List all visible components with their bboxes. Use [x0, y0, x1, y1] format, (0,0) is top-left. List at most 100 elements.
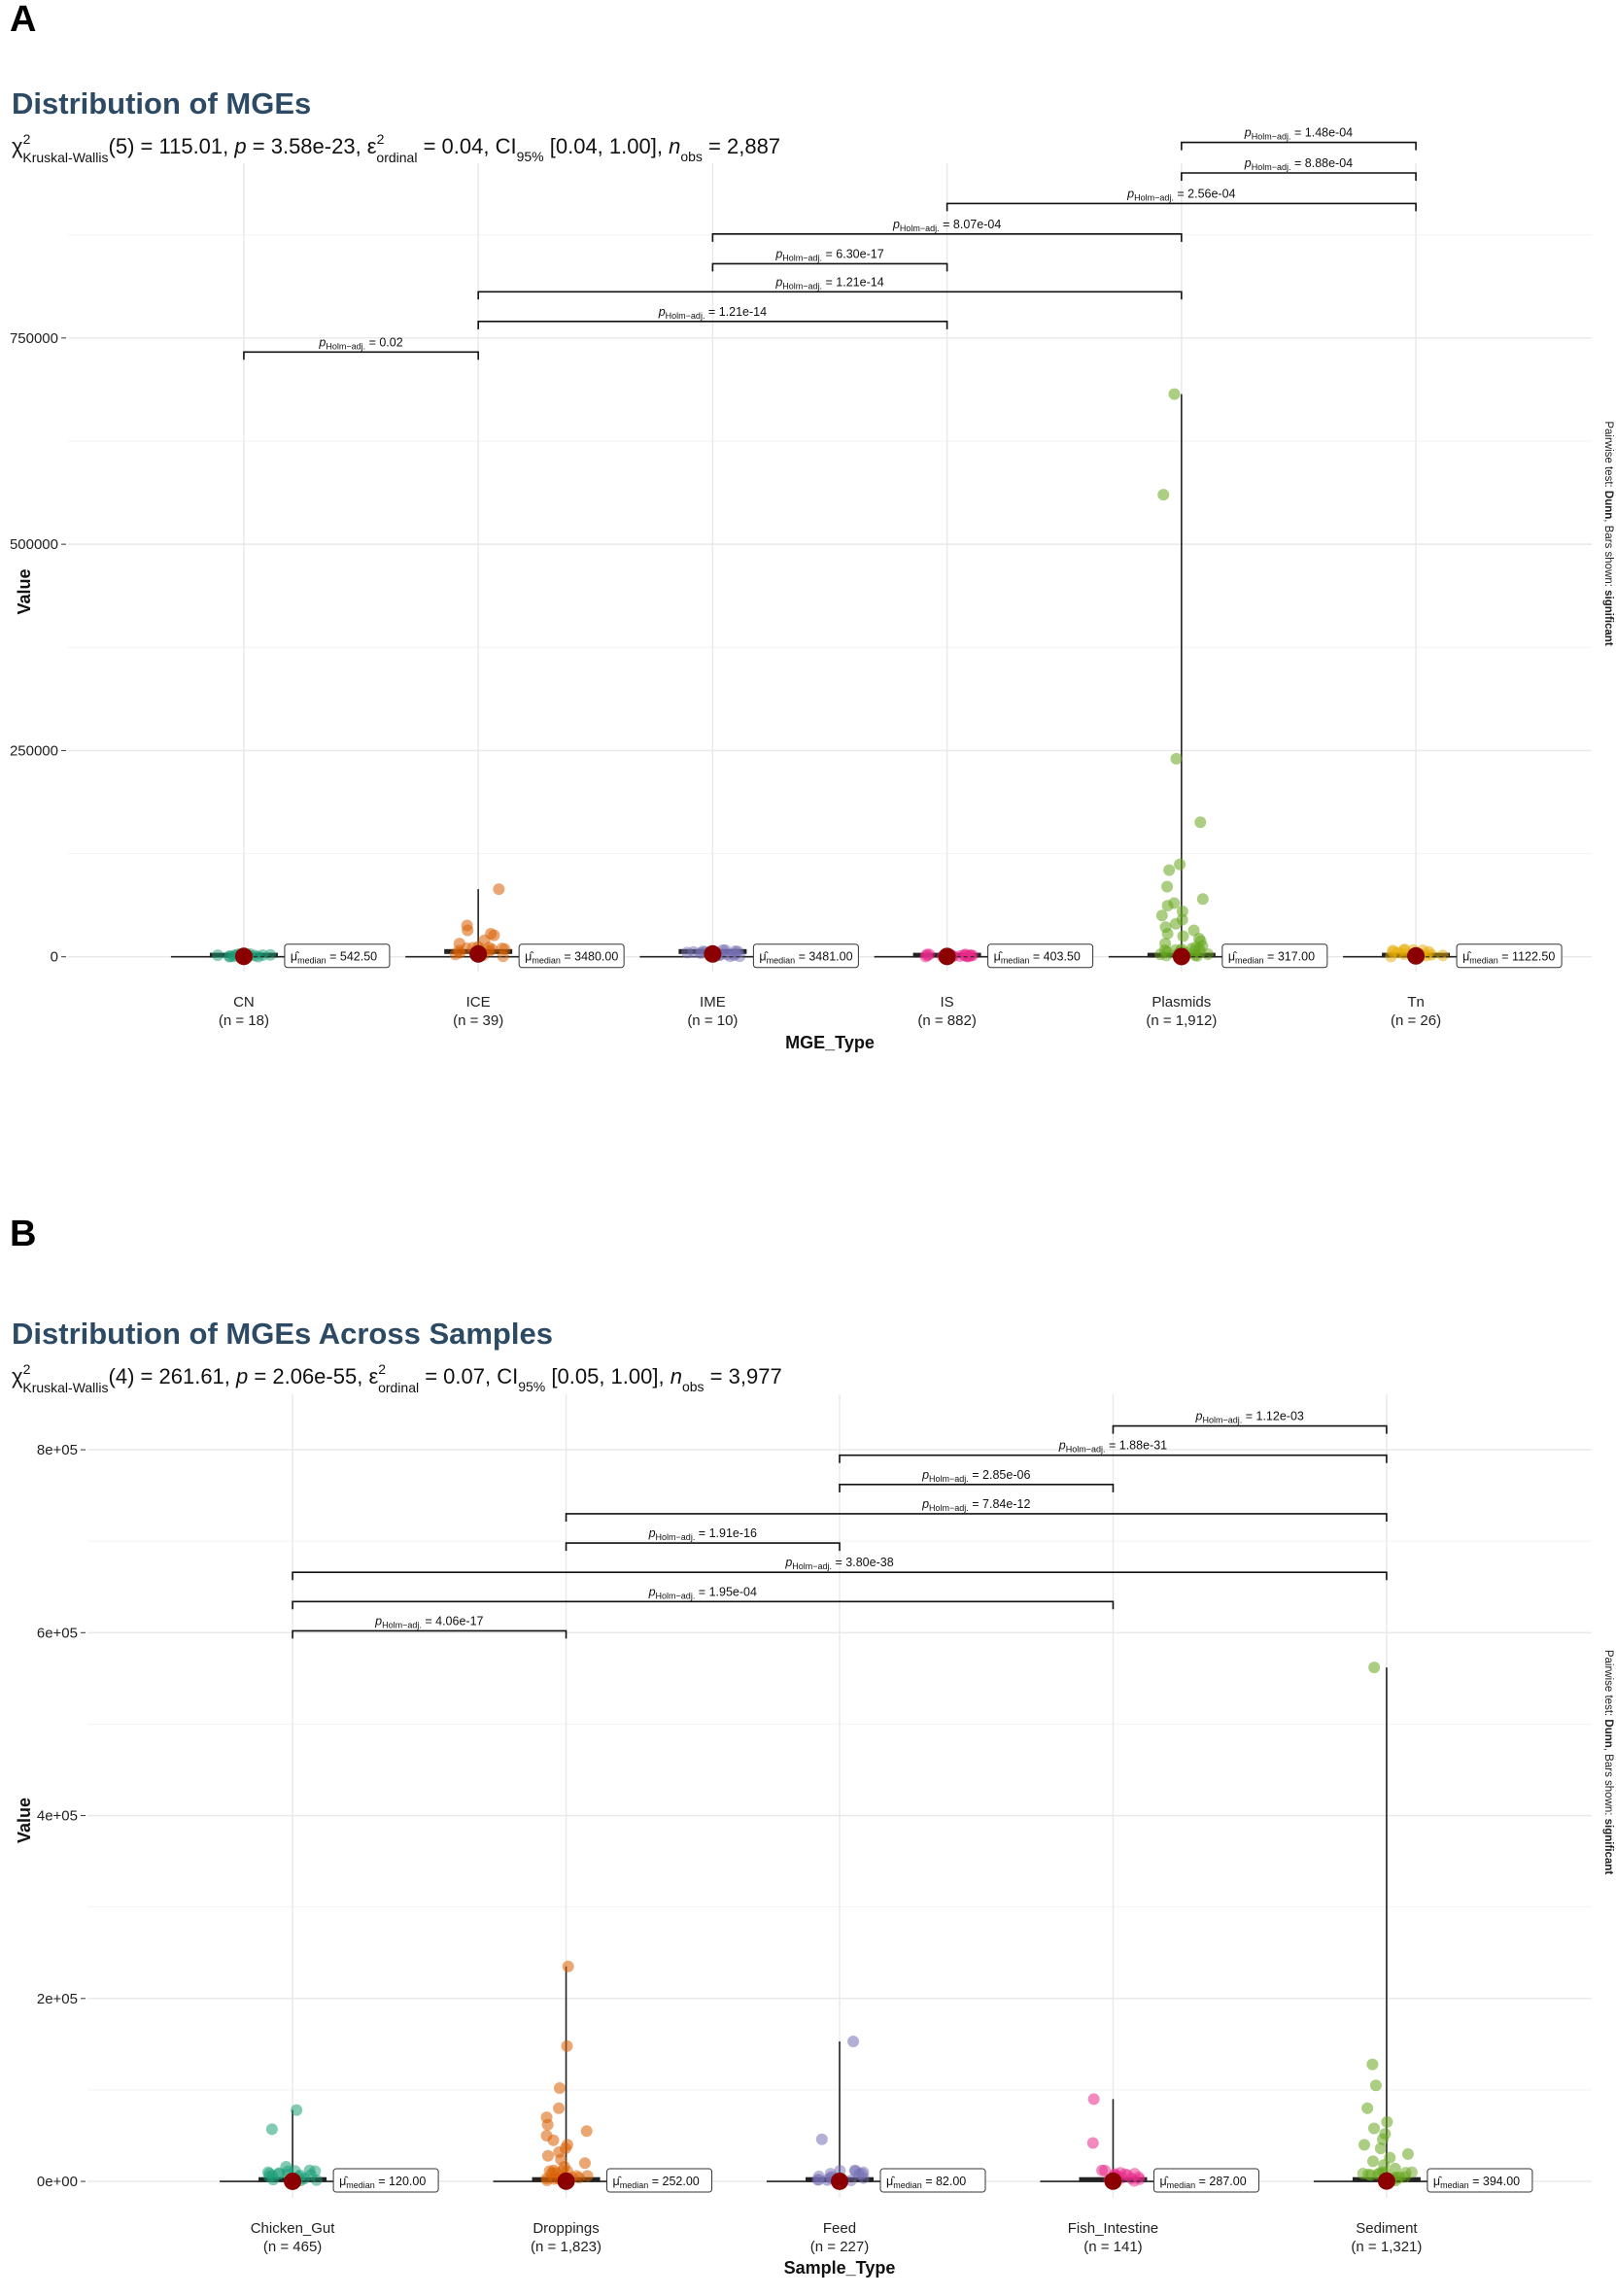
chart-a-x-axis-label: MGE_Type	[785, 1033, 875, 1052]
chart-b-pvalue-label: pHolm−adj. = 3.80e-38	[784, 1556, 893, 1571]
chart-b-point-Droppings	[541, 2118, 554, 2131]
chart-a-point-Plasmids	[1157, 489, 1170, 501]
chart-b-pvalue-label: pHolm−adj. = 2.85e-06	[921, 1468, 1030, 1484]
chart-b-point-Droppings	[580, 2125, 593, 2138]
chart-a-pvalue-2: = 1.21e-14	[822, 275, 884, 289]
chart-b-point-Sediment	[1366, 2155, 1379, 2168]
chart-b-y-tick-label: 4e+05	[37, 1808, 78, 1825]
chart-a-caption-part: Dunn	[1602, 491, 1614, 519]
chart-b-point-Chicken_Gut	[310, 2174, 323, 2186]
chart-b-pvalue-6: = 1.88e-31	[1106, 1439, 1168, 1453]
chart-a-bracket	[243, 351, 479, 360]
chart-b-x-tick-label-Sediment: Sediment	[1356, 2220, 1418, 2237]
chart-a-pvalue-0: = 0.02	[365, 335, 403, 349]
chart-a-median-sub: median	[532, 956, 561, 966]
chart-b-pvalue-0: = 4.06e-17	[422, 1614, 484, 1628]
chart-a-pvalue-label: pHolm−adj. = 8.88e-04	[1244, 156, 1353, 172]
chart-b-x-tick-label-Droppings: Droppings	[533, 2220, 599, 2237]
chart-a-median-box-IS	[987, 943, 1094, 969]
chart-b-bracket	[565, 1542, 841, 1552]
chart-b-pvalue-p: p	[784, 1556, 792, 1569]
chart-b-pvalue-sub: Holm−adj.	[792, 1561, 832, 1571]
chart-b-point-Sediment	[1376, 2133, 1389, 2145]
chart-a-point-Tn	[1426, 948, 1438, 961]
chart-a-median-symbol: μ̂	[525, 950, 534, 964]
chart-b-point-Droppings	[553, 2082, 566, 2095]
chart-a-median-dot-Tn	[1407, 946, 1426, 965]
chart-a-x-tick-label-IME: IME	[700, 994, 726, 1011]
chart-b-point-Sediment	[1368, 2122, 1381, 2135]
chart-b-point-Droppings	[561, 2039, 573, 2052]
chart-b-median-sub: median	[620, 2180, 649, 2190]
chart-b-point-Chicken_Gut	[291, 2104, 303, 2116]
chart-a-point-Plasmids	[1161, 880, 1174, 893]
chart-a-n-label-CN: (n = 18)	[219, 1012, 269, 1029]
chart-a-median-label-IS: μ̂median = 403.50	[994, 950, 1081, 966]
chart-b-y-tick-label: 8e+05	[37, 1442, 78, 1458]
chart-b-point-Feed	[811, 2174, 824, 2186]
chart-a-point-Plasmids	[1163, 864, 1176, 876]
chart-b-x-axis-label: Sample_Type	[784, 2258, 896, 2278]
chart-b-median-value-Chicken_Gut: = 120.00	[375, 2175, 427, 2188]
chart-a-point-IME	[687, 945, 700, 958]
chart-b-bracket	[565, 1513, 1388, 1522]
chart-a-median-value-IS: = 403.50	[1029, 950, 1081, 964]
chart-a-pvalue-sub: Holm−adj.	[1252, 132, 1291, 142]
chart-a-median-label-Tn: μ̂median = 1122.50	[1462, 950, 1555, 966]
chart-b-n-label-Chicken_Gut: (n = 465)	[263, 2239, 322, 2255]
chart-a-x-tick-label-CN: CN	[233, 994, 255, 1011]
chart-a-pvalue-p: p	[658, 305, 666, 319]
chart-b-x-tick-label-Fish_Intestine: Fish_Intestine	[1068, 2220, 1158, 2237]
chart-b-point-Sediment	[1361, 2102, 1374, 2114]
chart-a-point-Plasmids	[1194, 816, 1207, 829]
chart-a-point-Plasmids	[1170, 752, 1183, 765]
chart-a-pvalue-7: = 1.48e-04	[1291, 126, 1354, 140]
chart-b-caption-part: Pairwise test:	[1602, 1650, 1614, 1720]
chart-b-median-value-Feed: = 82.00	[922, 2175, 967, 2188]
chart-a-bracket	[477, 321, 948, 329]
chart-a-n-label-IME: (n = 10)	[687, 1012, 738, 1029]
chart-a-x-tick-label-ICE: ICE	[466, 994, 491, 1011]
chart-b-median-dot-Fish_Intestine	[1104, 2172, 1122, 2190]
chart-a-pvalue-label: pHolm−adj. = 1.21e-14	[658, 305, 767, 321]
chart-b-point-Sediment	[1362, 2168, 1375, 2180]
chart-a-median-label-ICE: μ̂median = 3480.00	[525, 950, 618, 966]
chart-b-median-label-Feed: μ̂median = 82.00	[886, 2175, 966, 2190]
chart-b-y-tick-label: 6e+05	[37, 1625, 78, 1641]
chart-b-point-Fish_Intestine	[1087, 2093, 1100, 2106]
chart-a-median-dot-ICE	[469, 944, 488, 963]
chart-b-caption: Pairwise test: Dunn, Bars shown: signifi…	[1602, 1650, 1614, 1875]
chart-a-point-IME	[719, 944, 732, 957]
chart-b-point-Droppings	[540, 2173, 553, 2185]
chart-a-subtitle: χ2 Kruskal-Wallis(5) = 115.01, p = 3.58e-…	[12, 131, 780, 165]
chart-a-pvalue-6: = 8.88e-04	[1291, 156, 1354, 170]
chart-a-pvalue-1: = 1.21e-14	[705, 305, 767, 319]
panel-letter-b: B	[10, 1214, 36, 1254]
chart-b-point-Sediment	[1358, 2139, 1371, 2151]
chart-a-point-ICE	[488, 929, 500, 942]
chart-b-median-symbol: μ̂	[613, 2175, 623, 2188]
chart-b-median-box-Fish_Intestine	[1152, 2168, 1259, 2193]
chart-b-n-label-Sediment: (n = 1,321)	[1351, 2239, 1422, 2255]
chart-b-point-Feed	[847, 2036, 860, 2048]
chart-b-stat: 261.61	[159, 1364, 224, 1388]
chart-b-plot: 0e+00 2e+05 4e+05 6e+05 8e+05 Value Sample_Typ…	[15, 1394, 1614, 2278]
chart-a-median-dot-IS	[938, 947, 956, 966]
chart-b-pvalue-sub: Holm−adj.	[382, 1620, 422, 1629]
chart-a-point-Plasmids	[1169, 917, 1182, 930]
chart-a-caption-part: , Bars shown:	[1602, 519, 1614, 590]
chart-a-median-symbol: μ̂	[1228, 950, 1238, 964]
chart-b-pvalue-p: p	[648, 1585, 656, 1598]
chart-b-x-tick-label-Feed: Feed	[823, 2220, 856, 2237]
chart-b-point-Fish_Intestine	[1132, 2171, 1145, 2183]
chart-b-median-sub: median	[893, 2180, 922, 2190]
chart-b-median-dot-Feed	[831, 2172, 848, 2190]
chart-a-pvalue-p: p	[774, 275, 782, 289]
chart-a-median-label-Plasmids: μ̂median = 317.00	[1228, 950, 1315, 966]
chart-a-y-axis-label: Value	[15, 568, 34, 614]
chart-b-pvalue-sub: Holm−adj.	[1066, 1445, 1106, 1455]
chart-b-pvalue-4: = 7.84e-12	[969, 1497, 1031, 1511]
chart-b-pvalue-label: pHolm−adj. = 1.95e-04	[648, 1585, 757, 1600]
chart-a-bracket	[1181, 141, 1417, 151]
chart-a-median-symbol: μ̂	[759, 950, 769, 964]
